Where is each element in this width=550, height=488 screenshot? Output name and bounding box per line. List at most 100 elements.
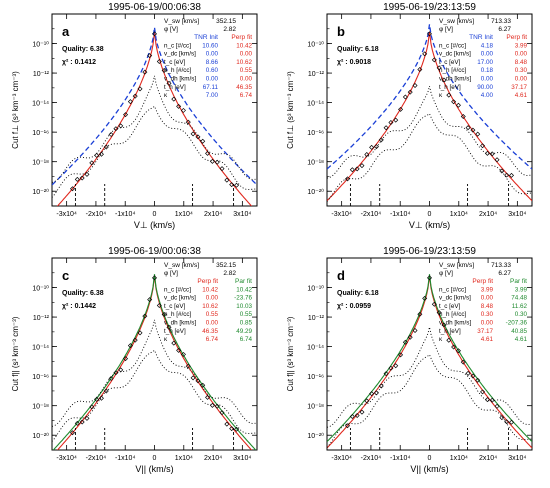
chart-title: 1995-06-19/23:13:59 xyxy=(383,246,476,257)
data-point xyxy=(349,167,355,173)
param-name: v_dc [km/s] xyxy=(164,295,196,302)
data-point xyxy=(364,398,370,404)
param-value-1: 0.00 xyxy=(481,76,494,83)
data-point xyxy=(436,65,442,71)
data-point xyxy=(166,80,172,86)
x-axis-label: V⊥ (km/s) xyxy=(134,220,175,230)
chart-panel-a: 1995-06-19/00:06:38 10⁻²⁰ 10⁻¹⁸ 10⁻¹⁶ 10⁻¹⁴ 1… xyxy=(11,2,258,230)
data-point xyxy=(118,367,124,373)
data-point xyxy=(123,112,129,118)
data-point xyxy=(460,359,466,365)
x-tick-label: -1x10⁴ xyxy=(390,211,411,218)
param-value-1: 8.66 xyxy=(206,59,219,66)
data-point xyxy=(480,389,486,395)
data-point xyxy=(422,51,428,57)
param-name: t_c [eV] xyxy=(164,59,186,66)
data-point xyxy=(89,160,95,166)
data-point xyxy=(359,163,365,169)
param-value-2: 6.74 xyxy=(240,336,253,343)
param-value-1: 0.00 xyxy=(481,320,494,327)
x-tick-label: -3x10⁴ xyxy=(56,455,77,462)
data-point xyxy=(219,410,225,416)
param-value-1: 8.48 xyxy=(481,303,494,310)
data-point xyxy=(446,337,452,343)
param-value-2: 4.61 xyxy=(515,336,528,343)
data-point xyxy=(190,131,196,137)
data-point xyxy=(393,117,399,123)
param-name: κ xyxy=(439,92,443,99)
y-axis-label: Cut f|| (s³ km⁻³ cm⁻³) xyxy=(11,316,20,391)
x-tick-label: 0 xyxy=(428,211,432,218)
param-value-2: 11.62 xyxy=(512,303,528,310)
param-name: κ xyxy=(164,92,168,99)
vsw-label: V_sw [km/s] xyxy=(164,18,199,25)
data-point xyxy=(494,157,500,163)
param-value-2: 10.42 xyxy=(236,42,252,49)
vsw-label: V_sw [km/s] xyxy=(439,18,474,25)
data-point xyxy=(113,370,119,376)
data-point xyxy=(422,295,428,301)
data-point xyxy=(161,312,167,318)
data-point xyxy=(388,119,394,125)
chart-title: 1995-06-19/23:13:59 xyxy=(383,2,476,13)
data-point xyxy=(489,397,495,403)
column-header-1: TNR Init xyxy=(194,34,218,41)
data-point xyxy=(171,96,177,102)
param-value-2: 0.30 xyxy=(515,311,528,318)
data-point xyxy=(74,176,80,182)
y-tick-label: 10⁻¹² xyxy=(33,315,50,322)
data-point xyxy=(180,107,186,113)
data-point xyxy=(460,113,466,119)
param-value-1: 0.00 xyxy=(481,51,494,58)
data-point xyxy=(455,348,461,354)
x-tick-label: -1x10⁴ xyxy=(115,211,136,218)
phi-value: 6.27 xyxy=(498,270,511,277)
param-value-1: 10.60 xyxy=(202,42,218,49)
series-line-perp-fit xyxy=(327,31,532,202)
data-point xyxy=(180,351,186,357)
phi-value: 6.27 xyxy=(498,26,511,33)
data-point xyxy=(475,377,481,383)
vsw-value: 352.15 xyxy=(216,18,236,25)
data-point xyxy=(195,134,201,140)
data-point xyxy=(402,339,408,345)
param-value-2: 4.61 xyxy=(515,92,528,99)
x-tick-label: 0 xyxy=(428,455,432,462)
data-point xyxy=(441,77,447,83)
x-tick-label: 2x10⁴ xyxy=(204,455,222,462)
param-value-2: 0.00 xyxy=(240,51,253,58)
y-axis-label: Cut f⊥ (s³ km⁻³ cm⁻³) xyxy=(11,71,20,149)
param-value-1: 0.00 xyxy=(206,320,219,327)
data-point xyxy=(484,397,490,403)
data-point xyxy=(147,297,153,303)
param-value-1: 0.00 xyxy=(206,51,219,58)
x-axis-label: V|| (km/s) xyxy=(410,464,448,474)
param-value-2: 3.99 xyxy=(515,286,528,293)
data-point xyxy=(209,402,215,408)
data-point xyxy=(103,388,109,394)
panel-letter: c xyxy=(62,268,69,283)
param-value-2: 0.55 xyxy=(240,67,253,74)
param-value-1: 7.00 xyxy=(206,92,219,99)
data-point xyxy=(98,395,104,401)
param-name: n_h [#/cc] xyxy=(439,67,467,74)
data-point xyxy=(417,311,423,317)
data-point xyxy=(214,159,220,165)
data-point xyxy=(94,152,100,158)
param-value-2: -207.36 xyxy=(506,320,528,327)
param-value-1: 0.55 xyxy=(206,311,219,318)
data-point xyxy=(89,404,95,410)
data-point xyxy=(166,324,172,330)
param-name: κ xyxy=(439,336,443,343)
phi-label: φ [V] xyxy=(164,270,178,277)
chart-panel-b: 1995-06-19/23:13:59 10⁻²⁰ 10⁻¹⁸ 10⁻¹⁶ 10⁻¹⁴ 1… xyxy=(286,2,533,230)
data-point xyxy=(176,103,182,109)
data-point xyxy=(70,186,75,192)
y-tick-label: 10⁻²⁰ xyxy=(307,432,324,440)
data-point xyxy=(455,102,461,108)
param-value-2: 0.00 xyxy=(240,76,253,83)
y-tick-label: 10⁻¹⁴ xyxy=(32,101,49,108)
x-tick-label: -2x10⁴ xyxy=(361,455,382,462)
data-point xyxy=(84,415,90,421)
phi-label: φ [V] xyxy=(439,26,453,33)
